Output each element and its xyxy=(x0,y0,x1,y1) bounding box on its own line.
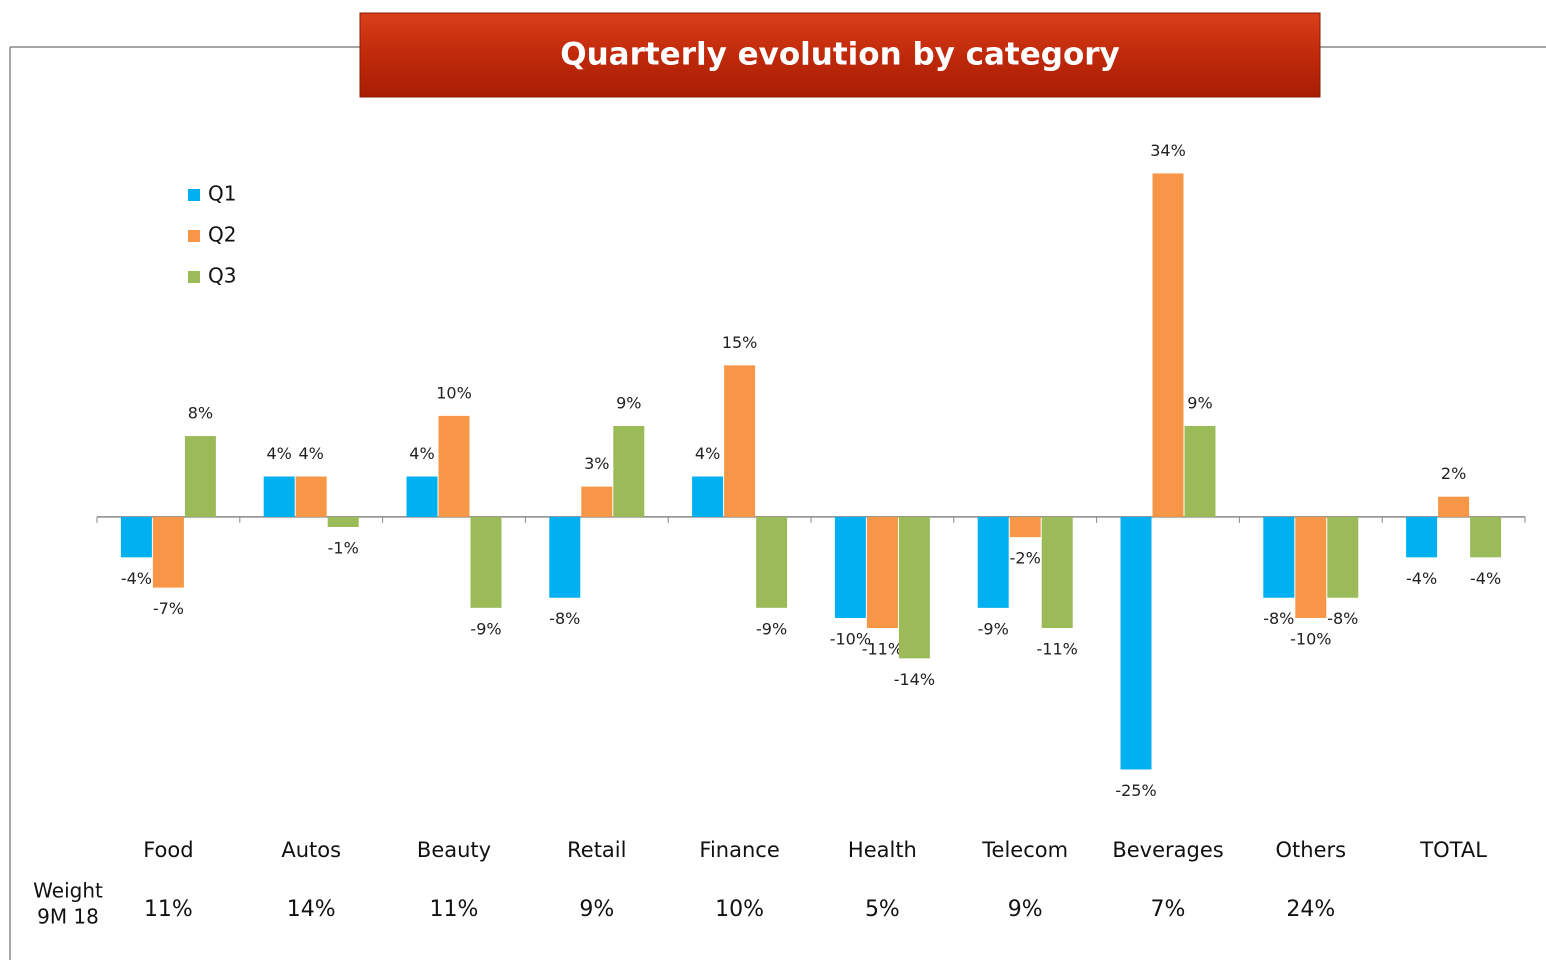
bar xyxy=(1152,173,1184,517)
data-label: 15% xyxy=(722,333,758,352)
weight-value: 9% xyxy=(579,897,614,922)
data-label: -14% xyxy=(894,670,935,689)
bar xyxy=(1184,425,1216,517)
x-tick-label: Beverages xyxy=(1112,838,1223,862)
x-tick-label: Autos xyxy=(281,838,341,862)
data-label: -8% xyxy=(1327,609,1358,628)
x-tick-label: Health xyxy=(848,838,917,862)
bar xyxy=(977,516,1009,608)
bar xyxy=(1470,516,1502,558)
legend-label: Q2 xyxy=(208,223,236,247)
bar xyxy=(1406,516,1438,558)
bar xyxy=(549,516,581,598)
bar xyxy=(724,365,756,517)
data-label: -1% xyxy=(328,539,359,558)
data-label: -10% xyxy=(830,629,871,648)
x-tick-label: Retail xyxy=(567,838,626,862)
data-label: -10% xyxy=(1290,629,1331,648)
bar xyxy=(263,476,295,517)
bar xyxy=(470,516,502,608)
legend-label: Q1 xyxy=(208,182,236,206)
data-label: -11% xyxy=(1037,640,1078,659)
data-label: 2% xyxy=(1441,464,1466,483)
data-label: -4% xyxy=(1406,569,1437,588)
weight-row-label: 9M 18 xyxy=(37,905,99,929)
data-label: 4% xyxy=(695,444,720,463)
weight-value: 10% xyxy=(715,897,764,922)
bar xyxy=(692,476,724,517)
weight-row-label: Weight xyxy=(33,879,103,903)
data-label: -9% xyxy=(756,619,787,638)
weight-value: 7% xyxy=(1151,897,1186,922)
x-tick-label: Finance xyxy=(699,838,779,862)
weight-value: 24% xyxy=(1286,897,1335,922)
x-tick-label: Food xyxy=(143,838,193,862)
bar xyxy=(834,516,866,618)
data-label: -25% xyxy=(1115,781,1156,800)
weight-value: 9% xyxy=(1008,897,1043,922)
bar xyxy=(1295,516,1327,618)
legend-swatch xyxy=(188,271,200,283)
x-tick-label: Telecom xyxy=(981,838,1068,862)
bar xyxy=(295,476,327,517)
bar xyxy=(327,516,359,528)
bar xyxy=(581,486,613,517)
bar xyxy=(613,425,645,517)
data-label: -7% xyxy=(153,599,184,618)
data-label: 8% xyxy=(188,404,213,423)
data-label: -9% xyxy=(978,619,1009,638)
weight-value: 14% xyxy=(287,897,336,922)
data-label: -8% xyxy=(1263,609,1294,628)
data-label: 4% xyxy=(299,444,324,463)
data-label: 34% xyxy=(1150,141,1186,160)
bar xyxy=(898,516,930,659)
weight-value: 5% xyxy=(865,897,900,922)
x-tick-label: Beauty xyxy=(417,838,491,862)
data-label: 9% xyxy=(616,393,641,412)
bar xyxy=(1263,516,1295,598)
bar xyxy=(1120,516,1152,770)
bar xyxy=(1438,496,1470,517)
data-label: -4% xyxy=(1470,569,1501,588)
x-tick-label: Others xyxy=(1276,838,1347,862)
legend-swatch xyxy=(188,189,200,201)
legend-label: Q3 xyxy=(208,264,236,288)
bar xyxy=(1041,516,1073,629)
data-label: 3% xyxy=(584,454,609,473)
data-label: 9% xyxy=(1187,393,1212,412)
bar xyxy=(866,516,898,629)
bar xyxy=(152,516,184,588)
data-label: -2% xyxy=(1010,549,1041,568)
data-label: 10% xyxy=(436,383,472,402)
weight-value: 11% xyxy=(430,897,479,922)
weight-value: 11% xyxy=(144,897,193,922)
bar xyxy=(406,476,438,517)
x-tick-label: TOTAL xyxy=(1419,838,1487,862)
data-label: -4% xyxy=(121,569,152,588)
data-label: -9% xyxy=(470,619,501,638)
data-label: -8% xyxy=(549,609,580,628)
bar xyxy=(120,516,152,558)
data-label: -11% xyxy=(862,640,903,659)
chart-title: Quarterly evolution by category xyxy=(560,37,1120,73)
data-label: 4% xyxy=(267,444,292,463)
data-label: 4% xyxy=(409,444,434,463)
bar xyxy=(756,516,788,608)
legend-swatch xyxy=(188,230,200,242)
bar xyxy=(1009,516,1041,538)
bar xyxy=(438,415,470,517)
bar xyxy=(1327,516,1359,598)
title-box xyxy=(359,12,1321,98)
bar xyxy=(184,436,216,517)
